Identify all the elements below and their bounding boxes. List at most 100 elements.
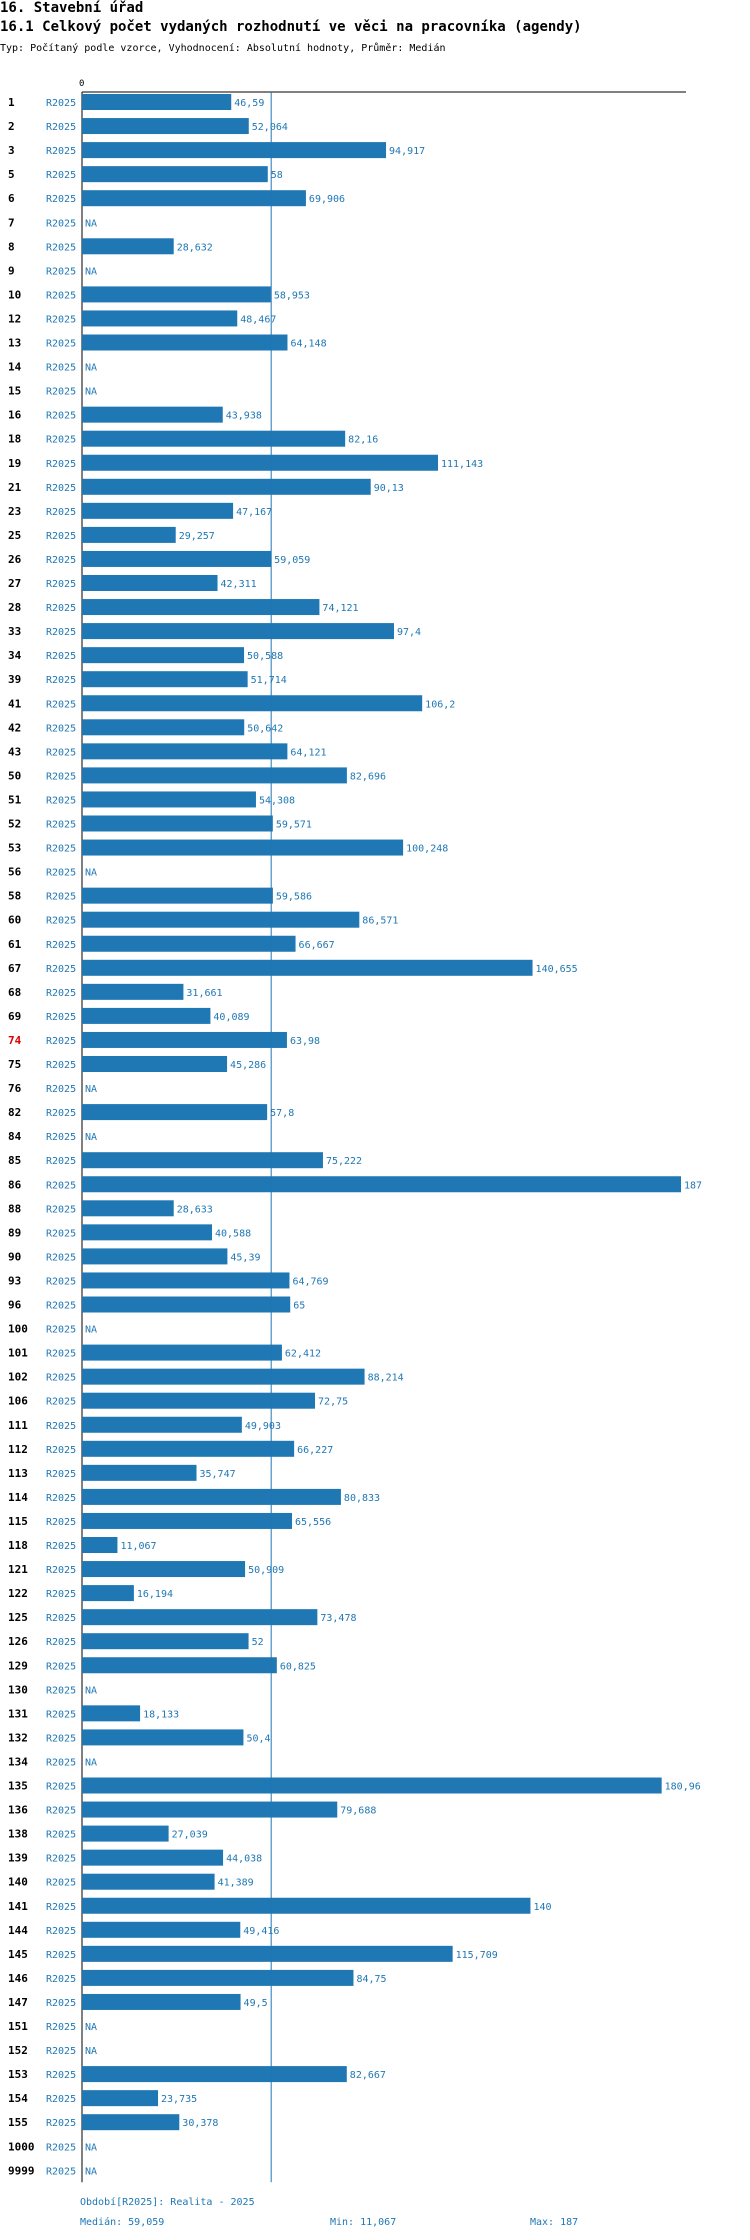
category-label: 152: [8, 2044, 28, 2057]
data-label: 45,39: [230, 1252, 260, 1263]
bar: [82, 1488, 341, 1505]
bar: [82, 2066, 347, 2083]
period-label: R2025: [46, 2118, 76, 2129]
bar: [82, 1849, 224, 1866]
bar: [82, 94, 232, 110]
bar: [82, 238, 174, 255]
category-label: 39: [8, 673, 21, 686]
data-label: 54,308: [259, 795, 295, 806]
period-label: R2025: [46, 892, 76, 903]
period-label: R2025: [46, 1036, 76, 1047]
data-label: 69,906: [309, 194, 345, 205]
bar: [82, 1007, 211, 1024]
period-label: R2025: [46, 1974, 76, 1985]
data-label: 40,089: [213, 1012, 249, 1023]
category-label: 154: [8, 2092, 28, 2105]
category-label: 68: [8, 986, 21, 999]
category-label: 25: [8, 529, 21, 542]
category-label: 75: [8, 1058, 21, 1071]
bar: [82, 430, 346, 447]
data-label: 66,667: [299, 940, 335, 951]
bar: [82, 454, 439, 471]
data-label: 73,478: [320, 1613, 356, 1624]
data-label: 75,222: [326, 1156, 362, 1167]
period-label: R2025: [46, 1950, 76, 1961]
page-title: 16. Stavební úřad: [0, 0, 144, 16]
category-label: 76: [8, 1082, 22, 1095]
period-label: R2025: [46, 218, 76, 229]
period-label: R2025: [46, 146, 76, 157]
category-label: 125: [8, 1611, 28, 1624]
bar: [82, 1272, 290, 1289]
period-label: R2025: [46, 1252, 76, 1263]
data-label: 82,16: [348, 435, 378, 446]
bar: [82, 1031, 287, 1048]
category-label: 131: [8, 1707, 28, 1720]
period-label: R2025: [46, 795, 76, 806]
data-label: 27,039: [172, 1830, 208, 1841]
data-label: 82,696: [350, 771, 386, 782]
data-label: 18,133: [143, 1709, 179, 1720]
footer-max: Max: 187: [530, 2217, 579, 2228]
category-label-highlighted: 74: [8, 1034, 22, 1047]
period-label: R2025: [46, 2142, 76, 2153]
category-label: 56: [8, 866, 22, 879]
bar: [82, 911, 360, 928]
period-label: R2025: [46, 290, 76, 301]
period-label: R2025: [46, 723, 76, 734]
axis-group: 0: [79, 79, 686, 2183]
data-label: 82,667: [350, 2070, 386, 2081]
period-label: R2025: [46, 1926, 76, 1937]
data-label: 40,588: [215, 1228, 251, 1239]
period-label: R2025: [46, 2046, 76, 2057]
data-label: 28,633: [177, 1204, 213, 1215]
period-label: R2025: [46, 1325, 76, 1336]
period-label: R2025: [46, 699, 76, 710]
category-label: 112: [8, 1443, 28, 1456]
period-label: R2025: [46, 363, 76, 374]
data-label: 74,121: [322, 603, 358, 614]
bar: [82, 1464, 197, 1481]
data-label: 42,311: [221, 579, 257, 590]
period-label: R2025: [46, 1012, 76, 1023]
bar: [82, 983, 184, 1000]
na-label: NA: [85, 1685, 97, 1696]
bar: [82, 310, 238, 327]
bar: [82, 1729, 244, 1746]
category-label: 85: [8, 1154, 21, 1167]
bar: [82, 1609, 318, 1626]
bar: [82, 1585, 134, 1602]
bar: [82, 550, 272, 567]
data-label: 49,903: [245, 1421, 281, 1432]
data-label: 58,953: [274, 290, 310, 301]
category-label: 26: [8, 553, 22, 566]
data-label: 59,571: [276, 820, 312, 831]
category-label: 50: [8, 769, 21, 782]
bar: [82, 1657, 277, 1674]
bar: [82, 1248, 228, 1265]
category-label: 100: [8, 1323, 28, 1336]
bar: [82, 1993, 241, 2010]
period-label: R2025: [46, 483, 76, 494]
chart-type-description: Typ: Počítaný podle vzorce, Vyhodnocení:…: [0, 43, 446, 54]
period-label: R2025: [46, 820, 76, 831]
category-label: 13: [8, 337, 21, 350]
period-label: R2025: [46, 747, 76, 758]
category-label: 93: [8, 1274, 21, 1287]
bar: [82, 575, 218, 591]
category-label: 7: [8, 216, 15, 229]
period-label: R2025: [46, 1397, 76, 1408]
category-label: 8: [8, 240, 15, 253]
chart-title: 16.1 Celkový počet vydaných rozhodnutí v…: [0, 19, 582, 35]
period-label: R2025: [46, 122, 76, 133]
category-label: 138: [8, 1828, 28, 1841]
category-label: 52: [8, 818, 21, 831]
data-label: 31,661: [186, 988, 222, 999]
bar: [82, 1512, 292, 1529]
category-label: 118: [8, 1539, 28, 1552]
na-label: NA: [85, 218, 97, 229]
category-label: 9: [8, 264, 15, 277]
data-label: 59,059: [274, 555, 310, 566]
bar: [82, 767, 347, 784]
category-label: 145: [8, 1948, 28, 1961]
